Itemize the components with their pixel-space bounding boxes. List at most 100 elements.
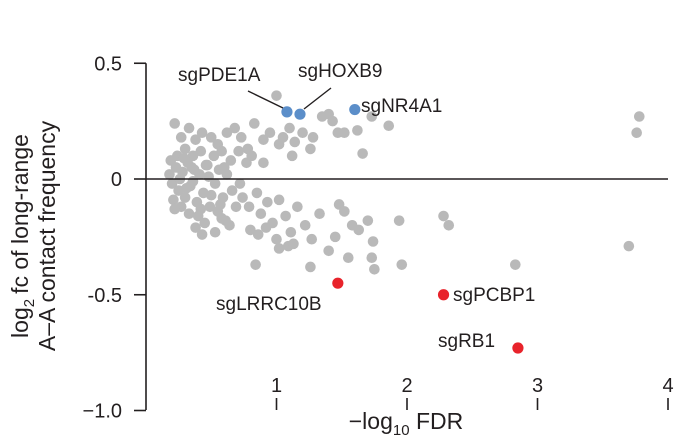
data-point	[208, 150, 220, 162]
annotation-label-sgpde1a: sgPDE1A	[178, 65, 261, 86]
data-point	[260, 222, 272, 233]
data-point	[264, 127, 276, 138]
data-point	[362, 215, 374, 226]
data-point	[286, 150, 298, 162]
data-point	[292, 201, 303, 213]
data-point	[234, 178, 246, 189]
data-point	[164, 169, 175, 180]
data-point	[323, 245, 335, 257]
data-point	[339, 127, 350, 138]
data-point	[205, 132, 217, 143]
data-point	[203, 171, 214, 182]
x-axis-label-suffix: FDR	[410, 408, 464, 434]
data-point	[352, 125, 363, 136]
data-point	[204, 201, 216, 213]
y-tick-label: 0	[111, 169, 122, 191]
data-point	[289, 136, 301, 148]
data-point	[225, 155, 237, 166]
data-point	[190, 134, 201, 145]
data-point	[438, 210, 449, 222]
data-point	[199, 217, 211, 229]
data-point	[255, 208, 267, 220]
data-point	[224, 220, 235, 231]
y-axis-label-subscript: 2	[21, 299, 38, 307]
x-tick-label: 4	[662, 375, 673, 397]
chart-axes: 0.5 0 -0.5 −1.0 1 2 3 4	[83, 53, 674, 422]
y-axis-label-line2: A–A contact frequency	[34, 120, 60, 351]
data-point	[237, 192, 248, 203]
data-point	[179, 143, 191, 155]
data-point	[251, 187, 263, 199]
y-axis-label-prefix: log	[7, 307, 33, 338]
data-point	[273, 243, 285, 254]
data-point	[186, 162, 197, 173]
data-point	[353, 224, 365, 236]
data-point	[252, 229, 264, 240]
y-tick-label: 0.5	[94, 53, 122, 75]
data-point	[168, 194, 179, 206]
data-point	[262, 196, 273, 208]
annotation-leader	[247, 90, 284, 109]
data-point	[195, 203, 207, 215]
highlighted-point-sgpde1a	[281, 106, 293, 118]
data-point	[169, 118, 181, 129]
data-point	[209, 226, 221, 238]
annotation-label-sgpcbp1: sgPCBP1	[453, 285, 535, 306]
data-point	[305, 261, 316, 273]
data-point	[633, 111, 645, 122]
data-point	[226, 185, 238, 196]
data-point	[366, 252, 378, 264]
data-point	[284, 122, 295, 134]
data-point	[369, 263, 380, 275]
data-point	[631, 127, 642, 138]
data-point	[229, 122, 241, 134]
x-tick-label: 2	[401, 375, 412, 397]
data-point	[383, 120, 395, 132]
data-point	[215, 199, 226, 210]
data-point	[175, 132, 187, 143]
data-point	[249, 118, 260, 129]
scatter-points	[164, 90, 645, 354]
data-point	[271, 233, 282, 245]
annotation-label-sghoxb9: sgHOXB9	[298, 61, 382, 82]
data-point	[250, 259, 261, 270]
y-tick-label: −1.0	[83, 401, 122, 423]
x-axis-label: −log10 FDR	[349, 408, 463, 439]
data-point	[288, 238, 299, 250]
data-point	[246, 150, 258, 162]
data-point	[510, 259, 521, 270]
data-point	[307, 132, 319, 143]
data-point	[194, 169, 205, 180]
data-point	[205, 189, 217, 201]
annotation-label-sglrrc10b: sgLRRC10B	[216, 294, 322, 315]
data-point	[200, 159, 212, 171]
data-point	[342, 252, 354, 264]
y-axis-label-suffix: fc of long-range	[7, 134, 33, 294]
data-point	[183, 122, 195, 134]
data-point	[329, 231, 341, 243]
data-point	[183, 208, 195, 220]
data-point	[314, 208, 325, 220]
data-point	[271, 90, 282, 101]
data-point	[367, 236, 379, 247]
data-point	[230, 201, 242, 213]
data-point	[273, 138, 285, 150]
data-point	[299, 220, 311, 231]
data-point	[285, 226, 297, 238]
data-point	[623, 240, 635, 252]
data-point	[196, 127, 208, 138]
data-point	[221, 169, 233, 180]
data-point	[209, 178, 221, 189]
y-axis-label-line1: log2 fc of long-range	[7, 134, 38, 338]
data-point	[195, 145, 207, 157]
data-point	[216, 213, 227, 224]
data-point	[443, 220, 455, 231]
data-point	[305, 143, 316, 155]
data-point	[221, 127, 233, 138]
highlighted-point-sghoxb9	[294, 108, 306, 120]
annotation-label-sgnr4a1: sgNR4A1	[361, 96, 442, 117]
x-tick-label: 3	[532, 375, 543, 397]
highlighted-point-sglrrc10b	[332, 277, 344, 289]
data-point	[179, 192, 191, 203]
data-point	[213, 164, 225, 176]
